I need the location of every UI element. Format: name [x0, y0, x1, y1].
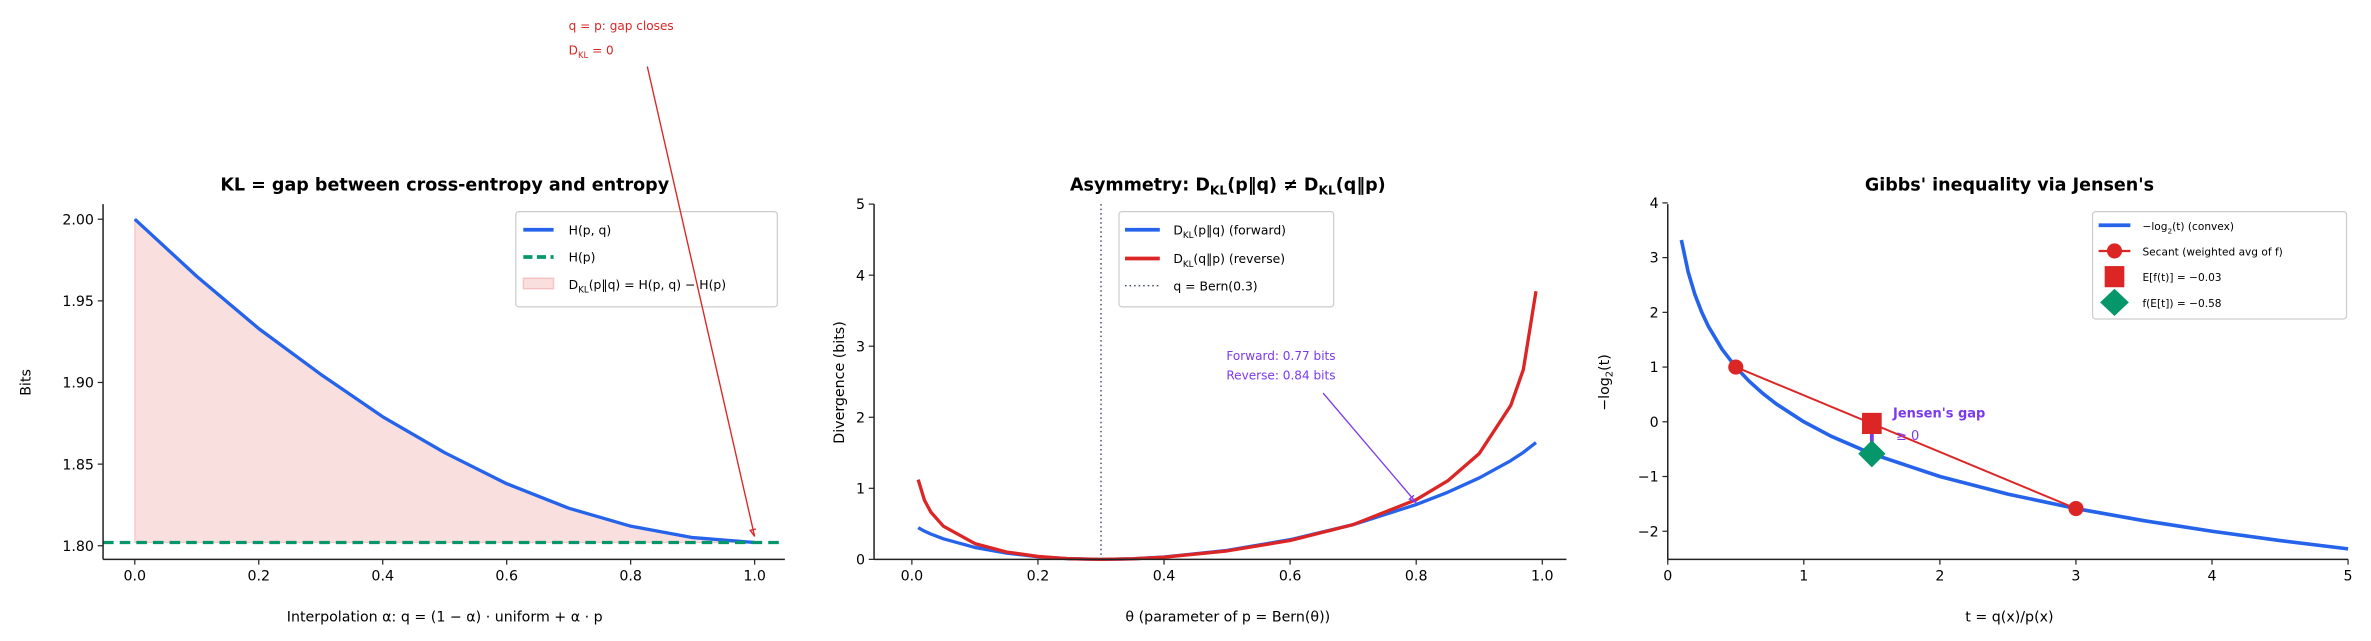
panel3-title: Gibbs' inequality via Jensen's	[1865, 175, 2154, 195]
panel-asymmetry: 0.0 0.2 0.4 0.6 0.8 1.0 0 1 2 3 4 5 Asymmetry: DKL​…	[832, 175, 1567, 625]
f-expected-marker	[1858, 440, 1886, 468]
panel2-annotation-forward: Forward: 0.77 bits	[1226, 349, 1335, 363]
panel2-x-tick-label: 0.8	[1405, 569, 1428, 585]
panel3-ylabel: −log2​(t)	[1597, 354, 1616, 411]
panel-jensen: 0 1 2 3 4 5 −2 −1 0 1 2 3 4 Gibbs' inequality via Je…	[1597, 175, 2353, 625]
secant-endpoint-marker	[1728, 359, 1744, 375]
panel3-y-tick-label: 2	[1650, 305, 1659, 321]
neg-log-curve	[1679, 239, 2349, 551]
panel2-y-tick-label: 0	[856, 553, 865, 569]
panel2-x-tick-label: 0.4	[1153, 569, 1176, 585]
legend-label-hpq: H(p, q)	[569, 222, 612, 237]
legend-swatch-secant-marker	[2106, 243, 2123, 259]
legend-label-forward: DKL​(p‖q) (forward)	[1173, 222, 1286, 241]
panel3-x-tick-label: 3	[2071, 569, 2080, 585]
panel2-x-tick-label: 1.0	[1531, 569, 1554, 585]
legend-label-reverse: DKL​(q‖p) (reverse)	[1173, 251, 1285, 270]
panel1-plot-area: 0.0 0.2 0.4 0.6 0.8 1.0 1.80 1.85 1.90 1.95 2.00	[62, 204, 785, 585]
legend-label-curve: −log2​(t) (convex)	[2142, 221, 2234, 236]
panel1-legend: H(p, q) H(p) DKL​(p‖q) = H(p, q) − H(p)	[515, 211, 778, 308]
legend-label-secant: Secant (weighted avg of f)	[2142, 246, 2282, 258]
panel2-x-tick-label: 0.6	[1279, 569, 1302, 585]
secant-line	[1735, 366, 2077, 510]
reverse-kl-line	[916, 290, 1538, 562]
panel2-annotation-reverse: Reverse: 0.84 bits	[1226, 368, 1335, 382]
panel3-x-tick-label: 4	[2207, 569, 2216, 585]
panel1-y-tick-label: 1.85	[62, 457, 94, 473]
panel3-xlabel: t = q(x)/p(x)	[1965, 609, 2053, 625]
panel3-y-tick-label: 3	[1650, 251, 1659, 267]
panel3-x-tick-label: 0	[1663, 569, 1672, 585]
panel2-annotation-arrow	[1322, 392, 1417, 503]
panel2-x-tick-label: 0.0	[901, 569, 924, 585]
panel1-annotation-line1: q = p: gap closes	[569, 19, 674, 33]
panel2-x-tick-label: 0.2	[1027, 569, 1050, 585]
panel1-ylabel: Bits	[18, 369, 34, 396]
legend-swatch-f-expected	[2100, 288, 2129, 316]
panel3-plot-area: 0 1 2 3 4 5 −2 −1 0 1 2 3 4	[1638, 196, 2353, 585]
panel1-y-tick-label: 1.90	[62, 376, 94, 392]
panel2-legend: DKL​(p‖q) (forward) DKL​(q‖p) (reverse) …	[1118, 211, 1335, 308]
panel1-x-tick-label: 0.4	[371, 569, 394, 585]
panel1-y-tick-label: 2.00	[62, 212, 94, 228]
expected-f-marker	[1862, 412, 1882, 435]
panel1-x-tick-label: 1.0	[743, 569, 766, 585]
panel3-y-tick-label: −1	[1638, 470, 1659, 486]
panel3-x-tick-label: 2	[1935, 569, 1944, 585]
legend-swatch-dkl	[522, 277, 555, 290]
panel2-y-tick-label: 5	[856, 197, 865, 213]
panel2-ylabel: Divergence (bits)	[832, 321, 848, 443]
panel1-x-tick-label: 0.0	[124, 569, 147, 585]
panel3-y-tick-label: 1	[1650, 360, 1659, 376]
panel1-annotation-arrow-head	[749, 528, 757, 537]
panel1-x-tick-label: 0.6	[495, 569, 518, 585]
legend-label-q: q = Bern(0.3)	[1173, 278, 1257, 293]
panel1-y-tick-label: 1.80	[62, 539, 94, 555]
panel3-x-tick-label: 1	[1799, 569, 1808, 585]
panel2-xlabel: θ (parameter of p = Bern(θ))	[1125, 609, 1330, 625]
jensen-gap-label-ge0: ≥ 0	[1896, 429, 1919, 444]
legend-swatch-expected-f	[2104, 266, 2125, 288]
panel3-y-tick-label: 0	[1650, 415, 1659, 431]
panel1-y-tick-label: 1.95	[62, 294, 94, 310]
cross-entropy-line	[133, 217, 755, 545]
panel1-annotation-arrow	[646, 66, 756, 537]
panel2-y-tick-label: 1	[856, 481, 865, 497]
panel2-y-tick-label: 4	[856, 268, 865, 284]
panel1-xlabel: Interpolation α: q = (1 − α) · uniform +…	[287, 609, 603, 625]
secant-endpoint-marker	[2068, 500, 2084, 517]
panel3-y-tick-label: 4	[1650, 196, 1659, 212]
legend-label-expected-f: E[f(t)] = −0.03	[2142, 272, 2221, 284]
panel3-legend: −log2​(t) (convex) Secant (weighted avg …	[2091, 211, 2348, 320]
legend-label-dkl: DKL​(p‖q) = H(p, q) − H(p)	[569, 277, 726, 296]
panel2-title: Asymmetry: DKL​(p‖q) ≠ DKL​(q‖p)	[1070, 175, 1386, 197]
panel1-x-tick-label: 0.8	[619, 569, 642, 585]
panel3-y-tick-label: −2	[1638, 524, 1659, 540]
panel3-x-tick-label: 5	[2344, 569, 2353, 585]
legend-label-hp: H(p)	[569, 250, 596, 265]
jensen-gap-label: Jensen's gap	[1892, 406, 1985, 421]
panel1-x-tick-label: 0.2	[247, 569, 270, 585]
panel-kl-gap: 0.0 0.2 0.4 0.6 0.8 1.0 1.80 1.85 1.90 1.95 2.00 K…	[18, 19, 785, 625]
panel2-y-tick-label: 2	[856, 410, 865, 426]
panel1-annotation-line2: DKL​ = 0	[569, 43, 614, 60]
forward-kl-line	[917, 441, 1537, 562]
panel2-plot-area: 0.0 0.2 0.4 0.6 0.8 1.0 0 1 2 3 4 5	[856, 197, 1567, 585]
panel2-annotation-arrow-head	[1408, 494, 1417, 504]
legend-label-f-expected: f(E[t]) = −0.58	[2142, 298, 2221, 310]
panel1-title: KL = gap between cross-entropy and entro…	[220, 175, 669, 195]
panel2-y-tick-label: 3	[856, 339, 865, 355]
